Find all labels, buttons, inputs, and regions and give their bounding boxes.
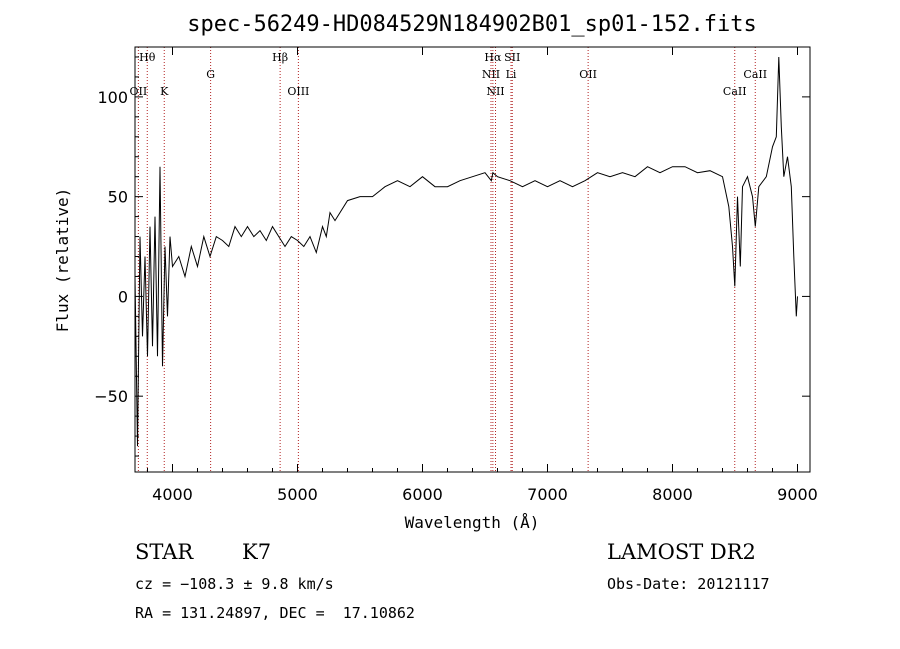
x-tick-label: 5000 bbox=[277, 485, 318, 504]
x-tick-label: 8000 bbox=[652, 485, 693, 504]
redshift-value: cz = −108.3 ± 9.8 km/s bbox=[135, 575, 334, 593]
obs-date: Obs-Date: 20121117 bbox=[607, 575, 770, 593]
spectral-line-label: CaII bbox=[723, 85, 747, 98]
spectral-line-label: SII bbox=[504, 51, 520, 64]
x-axis-ticks: 4000 5000 6000 7000 8000 9000 bbox=[147, 47, 818, 504]
coordinates: RA = 131.24897, DEC = 17.10862 bbox=[135, 604, 415, 622]
spectral-line-label: Li bbox=[506, 68, 517, 81]
spectral-line-label: K bbox=[160, 85, 169, 98]
spectral-line-label: CaII bbox=[743, 68, 767, 81]
spectral-line-label: Hα bbox=[484, 51, 502, 64]
spectral-line-label: Hβ bbox=[272, 51, 288, 64]
y-tick-label: 0 bbox=[118, 287, 128, 306]
y-axis-ticks: −50 0 50 100 bbox=[94, 56, 810, 457]
spectral-line-markers bbox=[137, 47, 756, 472]
x-tick-label: 9000 bbox=[777, 485, 818, 504]
spectral-line-label: NII bbox=[482, 68, 500, 81]
y-tick-label: −50 bbox=[94, 387, 128, 406]
object-class: STAR bbox=[135, 540, 194, 564]
spectral-line-label: Hθ bbox=[139, 51, 156, 64]
x-axis-label: Wavelength (Å) bbox=[405, 513, 540, 532]
x-tick-label: 4000 bbox=[152, 485, 193, 504]
y-axis-label: Flux (relative) bbox=[53, 188, 72, 333]
spectral-line-label: G bbox=[206, 68, 215, 81]
plot-frame bbox=[134, 46, 811, 473]
x-tick-label: 6000 bbox=[402, 485, 443, 504]
spectral-line-label: OII bbox=[130, 85, 148, 98]
y-tick-label: 50 bbox=[108, 188, 128, 207]
x-tick-label: 7000 bbox=[527, 485, 568, 504]
spectral-line-label: NII bbox=[486, 85, 504, 98]
survey-name: LAMOST DR2 bbox=[607, 540, 756, 564]
chart-title: spec-56249-HD084529N184902B01_sp01-152.f… bbox=[187, 12, 757, 37]
object-subclass: K7 bbox=[242, 540, 272, 564]
spectral-line-label: OIII bbox=[287, 85, 309, 98]
spectral-line-label: OII bbox=[579, 68, 597, 81]
spectrum-series-line bbox=[134, 56, 798, 447]
y-tick-label: 100 bbox=[97, 88, 128, 107]
